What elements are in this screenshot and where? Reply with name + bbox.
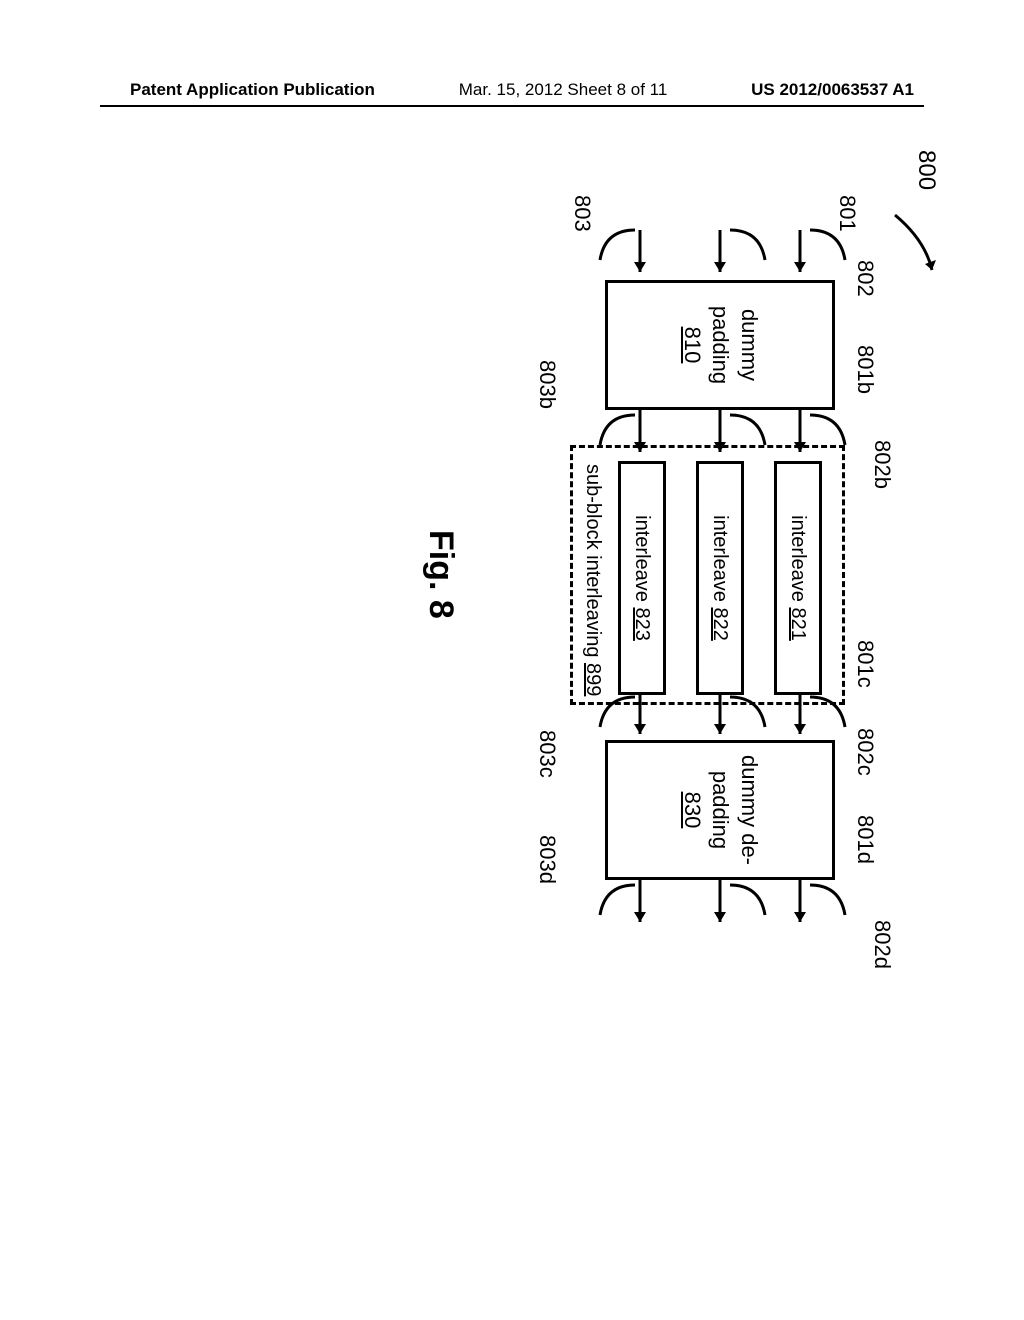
lead-801d: 801d <box>852 815 878 864</box>
ref-800-arrow <box>880 210 940 290</box>
curve-802d <box>725 880 775 930</box>
header-rule <box>100 105 924 107</box>
il2-num: 822 <box>709 607 732 640</box>
curve-803 <box>590 225 640 275</box>
dummy-padding-box: dummy padding 810 <box>605 280 835 410</box>
dp-num: 810 <box>680 327 705 364</box>
interleave-822: interleave 822 <box>696 461 744 695</box>
diagram-stage: 800 dummy padding 810 interleave 821 int… <box>130 240 890 900</box>
lead-801c: 801c <box>852 640 878 688</box>
lead-802: 802 <box>852 260 878 297</box>
header-mid: Mar. 15, 2012 Sheet 8 of 11 <box>459 80 668 100</box>
ddp-line1: dummy de- <box>737 755 762 865</box>
subblock-label: sub-block interleaving 899 <box>581 464 604 696</box>
lead-803: 803 <box>569 195 595 232</box>
curve-803b <box>590 410 640 460</box>
lead-803d: 803d <box>534 835 560 884</box>
sb-label: sub-block interleaving <box>582 464 604 657</box>
ref-800-label: 800 <box>912 150 940 190</box>
lead-803c: 803c <box>534 730 560 778</box>
lead-801: 801 <box>834 195 860 232</box>
curve-802b <box>725 410 775 460</box>
curve-803d <box>590 880 640 930</box>
il3-num: 823 <box>631 607 654 640</box>
page-header: Patent Application Publication Mar. 15, … <box>0 80 1024 100</box>
il2-label: interleave <box>709 515 732 602</box>
figure-caption: Fig. 8 <box>421 530 460 619</box>
dummy-depadding-box: dummy de- padding 830 <box>605 740 835 880</box>
lead-801b: 801b <box>852 345 878 394</box>
curve-802c <box>725 692 775 742</box>
subblock-box: interleave 821 interleave 822 interleave… <box>570 445 845 705</box>
curve-801b <box>805 410 855 460</box>
curve-801 <box>805 225 855 275</box>
curve-802 <box>725 225 775 275</box>
header-right: US 2012/0063537 A1 <box>751 80 914 100</box>
ddp-num: 830 <box>680 792 705 829</box>
header-left: Patent Application Publication <box>130 80 375 100</box>
il1-label: interleave <box>787 515 810 602</box>
dp-line1: dummy <box>737 309 762 381</box>
figure-8: 800 dummy padding 810 interleave 821 int… <box>130 240 890 900</box>
lead-802b: 802b <box>869 440 895 489</box>
lead-803b: 803b <box>534 360 560 409</box>
il3-label: interleave <box>631 515 654 602</box>
il1-num: 821 <box>787 607 810 640</box>
lead-802c: 802c <box>852 728 878 776</box>
interleave-821: interleave 821 <box>774 461 822 695</box>
dp-line2: padding <box>708 306 733 384</box>
curve-803c <box>590 692 640 742</box>
ddp-line2: padding <box>708 771 733 849</box>
interleave-823: interleave 823 <box>618 461 666 695</box>
curve-801d <box>805 880 855 930</box>
lead-802d: 802d <box>869 920 895 969</box>
curve-801c <box>805 692 855 742</box>
